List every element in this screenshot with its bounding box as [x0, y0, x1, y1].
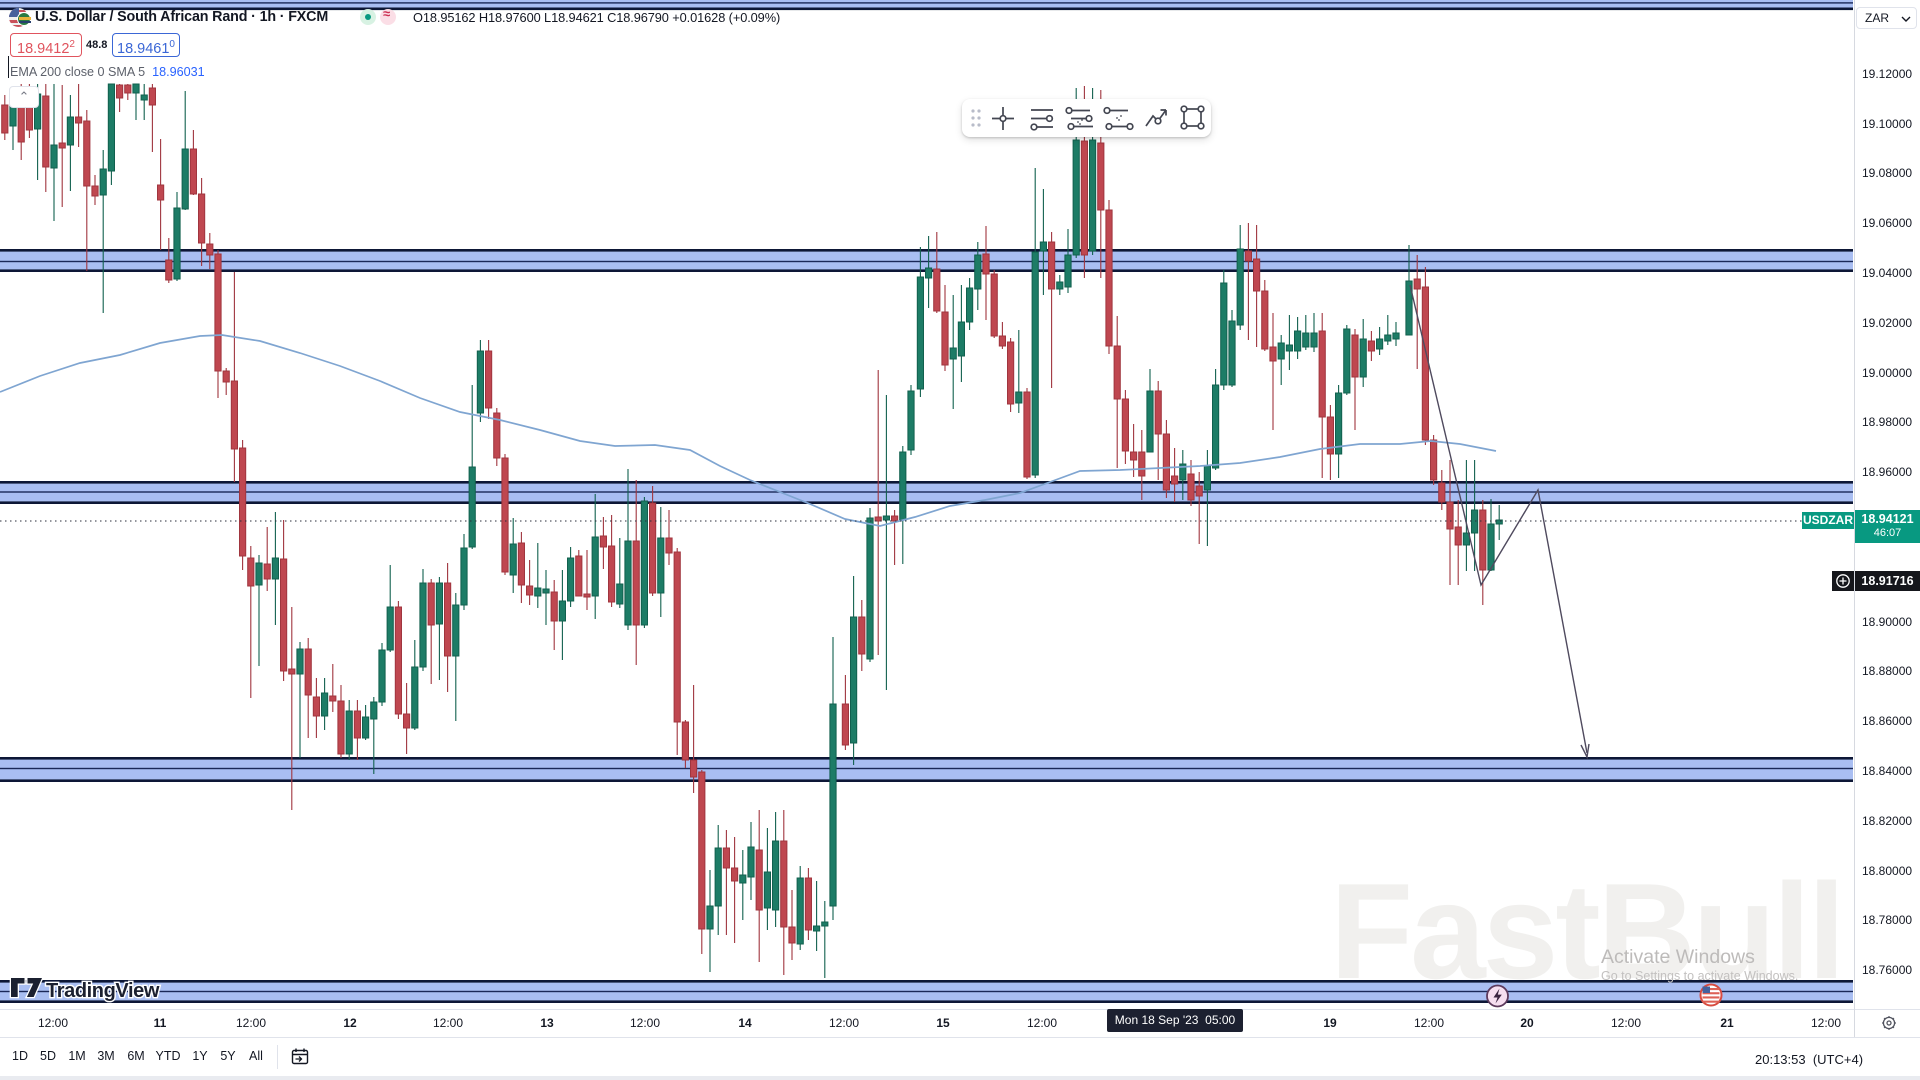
- svg-text:Go to Settings to activate Win: Go to Settings to activate Windows.: [1601, 969, 1798, 983]
- svg-text:Activate Windows: Activate Windows: [1601, 946, 1755, 968]
- svg-text:TradingView: TradingView: [46, 980, 160, 1002]
